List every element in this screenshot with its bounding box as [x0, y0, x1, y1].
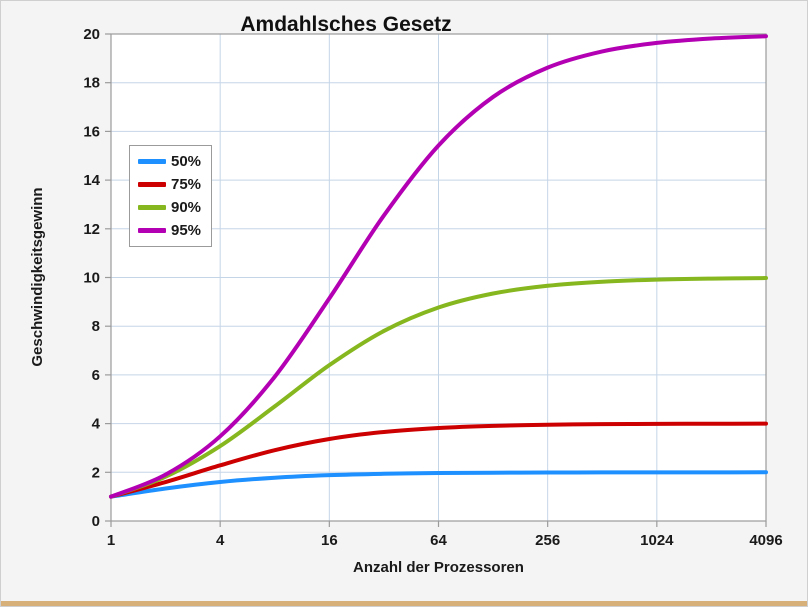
x-tick-label: 64 — [430, 532, 447, 549]
y-tick-label: 18 — [83, 75, 100, 92]
y-tick-label: 4 — [92, 416, 101, 433]
y-tick-label: 20 — [83, 26, 100, 43]
legend-label: 95% — [171, 222, 202, 239]
x-tick-label: 1 — [107, 532, 115, 549]
legend-label: 90% — [171, 199, 202, 216]
y-tick-label: 6 — [92, 367, 100, 384]
legend-item: 75% — [138, 176, 201, 193]
legend: 50% 75% 90% 95% — [129, 145, 213, 247]
legend-swatch — [138, 205, 166, 210]
y-tick-label: 8 — [92, 318, 100, 335]
legend-item: 50% — [138, 153, 201, 170]
y-tick-label: 10 — [83, 270, 100, 287]
y-tick-label: 14 — [83, 172, 100, 189]
legend-item: 90% — [138, 199, 201, 216]
y-tick-label: 2 — [92, 464, 100, 481]
legend-label: 75% — [171, 176, 202, 193]
y-tick-label: 0 — [92, 513, 100, 530]
bottom-border — [1, 601, 807, 606]
series-line-75% — [109, 421, 768, 499]
x-tick-label: 256 — [535, 532, 560, 549]
series-line-50% — [109, 470, 768, 499]
legend-swatch — [138, 228, 166, 233]
x-tick-label: 4 — [216, 532, 225, 549]
x-tick-label: 4096 — [749, 532, 782, 549]
series-line-95% — [109, 34, 768, 499]
y-axis-label: Geschwindigkeitsgewinn — [29, 187, 46, 367]
legend-item: 95% — [138, 222, 201, 239]
legend-label: 50% — [171, 153, 202, 170]
legend-swatch — [138, 182, 166, 187]
x-tick-label: 16 — [321, 532, 338, 549]
series-line-90% — [109, 276, 768, 499]
y-tick-label: 12 — [83, 221, 100, 238]
legend-swatch — [138, 159, 166, 164]
x-axis-label: Anzahl der Prozessoren — [353, 559, 524, 576]
y-tick-label: 16 — [83, 123, 100, 140]
chart-title: Amdahlsches Gesetz — [240, 13, 452, 36]
x-tick-label: 1024 — [640, 532, 674, 549]
